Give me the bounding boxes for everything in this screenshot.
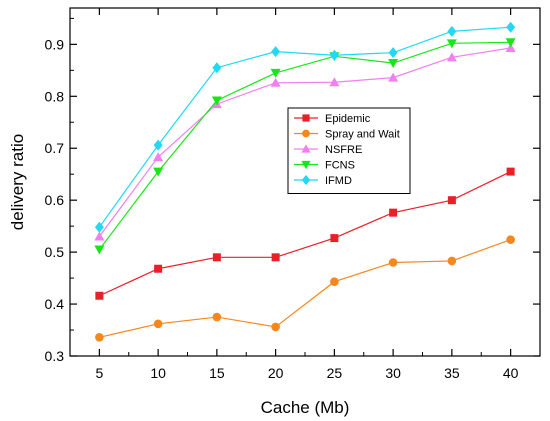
data-point	[388, 59, 399, 69]
series-line	[99, 171, 511, 297]
series-nsfre	[94, 42, 516, 241]
legend-swatch-marker	[302, 129, 310, 138]
y-tick-label: 0.3	[45, 348, 65, 364]
legend-label: IFMD	[325, 175, 352, 187]
data-point	[506, 235, 515, 244]
legend-swatch-marker	[301, 174, 311, 186]
y-tick-label: 0.5	[45, 244, 65, 260]
data-point	[153, 152, 164, 162]
legend-swatch-marker	[301, 144, 311, 153]
data-point	[153, 139, 163, 151]
data-point	[505, 38, 516, 48]
series-ifmd	[94, 21, 516, 233]
data-point	[506, 167, 515, 176]
data-point	[447, 196, 456, 205]
data-point	[271, 322, 280, 332]
legend-swatch-marker	[301, 160, 311, 170]
data-point	[271, 253, 280, 262]
legend-label: Epidemic	[325, 113, 371, 125]
data-point	[505, 42, 516, 52]
data-point	[330, 277, 339, 287]
series-line	[99, 239, 511, 338]
axis-ticks: 5 10 15 20 25 30 35 40 0.3 0.4 0.5 0.6 0.7 0.8 0.9	[45, 8, 540, 381]
data-point	[329, 49, 339, 61]
data-point	[212, 62, 222, 74]
data-point	[271, 46, 281, 58]
data-point	[95, 333, 104, 342]
y-tick-label: 0.6	[45, 192, 65, 208]
legend: Epidemic Spray and Wait NSFRE FCNS IFMD	[287, 107, 411, 194]
data-point	[95, 291, 104, 300]
data-point	[154, 264, 163, 273]
legend-swatch-marker	[302, 114, 310, 122]
data-point	[506, 21, 516, 33]
series-line	[98, 47, 511, 237]
series-spray-and-wait	[95, 235, 515, 342]
data-point	[447, 25, 457, 37]
x-tick-label: 25	[327, 365, 343, 381]
x-tick-label: 35	[444, 365, 460, 381]
data-point	[270, 77, 281, 87]
y-tick-label: 0.4	[45, 296, 65, 312]
x-tick-label: 20	[268, 365, 284, 381]
data-point	[212, 312, 222, 322]
data-point	[446, 52, 457, 62]
data-point	[94, 221, 104, 233]
legend-label: Spray and Wait	[325, 129, 400, 141]
data-point	[94, 245, 105, 255]
data-point	[270, 68, 281, 78]
data-point	[388, 258, 398, 267]
data-point	[212, 253, 221, 262]
data-point	[447, 256, 457, 266]
data-point	[329, 77, 340, 87]
data-point	[211, 96, 222, 106]
data-point	[388, 47, 398, 59]
data-point	[330, 234, 339, 243]
legend-label: FCNS	[325, 160, 355, 172]
data-point	[388, 72, 399, 82]
series-line	[98, 41, 511, 250]
data-point	[153, 167, 164, 177]
data-point	[153, 319, 163, 329]
x-tick-label: 40	[503, 365, 519, 381]
y-tick-label: 0.7	[45, 140, 65, 156]
x-axis-label: Cache (Mb)	[261, 398, 350, 417]
legend-label: NSFRE	[325, 144, 362, 156]
x-tick-label: 10	[150, 365, 166, 381]
y-axis-label: delivery ratio	[8, 134, 27, 230]
data-point	[94, 231, 105, 241]
data-point	[389, 208, 398, 217]
x-tick-label: 15	[209, 365, 225, 381]
series-epidemic	[95, 167, 515, 300]
data-point	[446, 39, 457, 49]
x-tick-label: 5	[95, 365, 103, 381]
x-tick-label: 30	[385, 365, 401, 381]
y-tick-label: 0.9	[45, 36, 65, 52]
series-line	[98, 26, 511, 228]
y-tick-label: 0.8	[45, 88, 65, 104]
series-layer	[94, 21, 516, 342]
